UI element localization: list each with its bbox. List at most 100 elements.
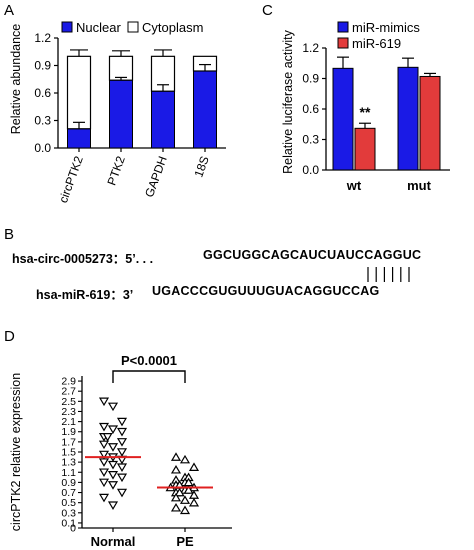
chart-d-point-1-19 <box>179 495 191 504</box>
chart-d-ytick-label-2: 0.3 <box>61 507 76 519</box>
circ-label: hsa-circ-0005273：5’. . . <box>12 252 154 266</box>
chart-d-point-0-17 <box>116 463 128 472</box>
chart-d-point-0-20 <box>116 473 128 483</box>
chart-a-bar-nuclear-1 <box>109 79 133 149</box>
chart-d-point-0-21 <box>98 478 110 488</box>
chart-a-bar-nuclear-3 <box>193 70 217 149</box>
chart-d-point-1-14 <box>183 485 194 494</box>
mir-sequence: UGACCCGUGUUUGUACAGGUCCAG <box>152 284 380 298</box>
chart-d-ytick-label-5: 0.9 <box>61 477 76 489</box>
chart-d-ytick-label-10: 1.9 <box>61 426 76 438</box>
chart-d-point-0-7 <box>102 433 113 442</box>
chart-d-ylabel: circPTK2 relative expression <box>9 373 23 531</box>
chart-d-significance-bracket <box>112 370 186 383</box>
chart-a-legend-nuclear: Nuclear <box>76 20 121 35</box>
chart-c-ytick-label-1: 0.3 <box>302 133 319 147</box>
chart-a-legend-swatch-nuclear <box>61 21 73 33</box>
chart-d-point-0-16 <box>107 460 119 470</box>
chart-c-bar-0-1 <box>397 66 419 171</box>
chart-d-point-0-24 <box>98 493 110 503</box>
chart-a-xtick-label-1: PTK2 <box>104 154 128 187</box>
chart-d-point-0-10 <box>107 443 119 452</box>
chart-d-ytick-label-14: 2.7 <box>61 386 76 398</box>
chart-d-point-0-1 <box>107 402 119 412</box>
chart-a-xtick-label-0: circPTK2 <box>56 154 86 205</box>
chart-d-point-0-2 <box>116 417 128 427</box>
chart-d-point-0-5 <box>116 427 128 437</box>
chart-d-point-1-1 <box>179 454 191 464</box>
chart-c-ylabel: Relative luciferase activity <box>281 29 295 174</box>
chart-a-xtick-label-3: 18S <box>191 154 211 179</box>
chart-c-ytick-label-2: 0.6 <box>302 102 319 116</box>
chart-d-point-0-23 <box>116 488 128 498</box>
chart-d-significance: P<0.0001 <box>121 353 177 368</box>
chart-a-bar-nuclear-2 <box>151 90 175 149</box>
chart-d-point-0-22 <box>107 481 119 490</box>
mir-label: hsa-miR-619：3’ <box>36 288 134 302</box>
chart-a-bar-nuclear-0 <box>67 128 91 149</box>
chart-c-ytick-label-4: 1.2 <box>302 41 319 55</box>
chart-d-point-1-21 <box>170 502 182 512</box>
chart-d-point-1-16 <box>174 487 185 497</box>
chart-d-ytick-label-11: 2.1 <box>61 416 76 428</box>
chart-d-point-1-20 <box>188 497 200 507</box>
chart-d-ytick-label-8: 1.5 <box>61 447 76 459</box>
chart-c-bar-1-0 <box>354 127 376 171</box>
chart-c-legend-swatch-mimics <box>337 21 349 33</box>
chart-d-point-1-0 <box>170 452 182 461</box>
chart-a-bar-cytoplasm-0 <box>66 55 92 130</box>
chart-d-point-0-12 <box>98 450 110 460</box>
chart-d-ytick-label-9: 1.7 <box>61 436 76 448</box>
chart-d-point-0-9 <box>98 440 110 450</box>
chart-a-ytick-label-1: 0.3 <box>34 114 51 128</box>
chart-d-ytick-label-12: 2.3 <box>61 406 76 418</box>
chart-d-point-0-3 <box>98 422 110 432</box>
panel-letter-b: B <box>4 226 15 243</box>
chart-d-point-0-4 <box>107 425 119 434</box>
chart-d-point-0-0 <box>98 397 110 407</box>
chart-c-legend-619: miR-619 <box>352 36 401 51</box>
chart-d-ytick-label-6: 1.1 <box>61 467 76 479</box>
chart-d-point-1-18 <box>170 492 182 502</box>
chart-d-ytick-label-3: 0.5 <box>61 497 76 509</box>
chart-d-ytick-label-7: 1.3 <box>61 457 76 469</box>
chart-c-bar-0-0 <box>332 67 354 171</box>
chart-d-xtick-label-1: PE <box>176 534 194 549</box>
chart-d-point-0-15 <box>98 458 110 467</box>
chart-d-ytick-label-13: 2.5 <box>61 396 76 408</box>
chart-d-point-0-8 <box>116 438 128 447</box>
chart-a-ytick-label-2: 0.6 <box>34 86 51 100</box>
panel-letter-a: A <box>4 2 15 19</box>
chart-a-xtick-label-2: GAPDH <box>142 154 170 199</box>
chart-a-ylabel: Relative abundance <box>9 24 23 135</box>
chart-c-ytick-label-0: 0.0 <box>302 163 319 177</box>
chart-c-annotation-0: ** <box>360 104 371 120</box>
chart-a-legend-swatch-cytoplasm <box>127 21 139 33</box>
chart-a-bar-cytoplasm-1 <box>108 55 134 81</box>
chart-c-legend-mimics: miR-mimics <box>352 20 420 35</box>
chart-a-ytick-label-0: 0.0 <box>34 141 51 155</box>
chart-d-point-0-19 <box>107 471 119 480</box>
chart-d-ytick-label-1: 0.1 <box>61 517 76 529</box>
chart-d-xtick-label-0: Normal <box>91 534 136 549</box>
chart-c-legend-swatch-619 <box>337 37 349 49</box>
panel-letter-d: D <box>4 328 15 345</box>
chart-c-ytick-label-3: 0.9 <box>302 72 319 86</box>
chart-c-xtick-label-0: wt <box>346 178 362 193</box>
chart-d-ytick-label-0: 0 <box>70 523 76 535</box>
chart-a-legend-cytoplasm: Cytoplasm <box>142 20 203 35</box>
chart-d-point-0-11 <box>116 448 128 457</box>
chart-c-xtick-label-1: mut <box>407 178 432 193</box>
chart-d-point-1-3 <box>170 464 182 474</box>
panel-letter-c: C <box>262 2 273 19</box>
chart-d-point-0-18 <box>98 468 110 478</box>
chart-d-ytick-label-15: 2.9 <box>61 376 76 388</box>
chart-d-point-0-25 <box>107 501 119 510</box>
chart-c-bar-1-1 <box>419 75 441 171</box>
chart-d-point-1-2 <box>188 462 200 471</box>
chart-d-ytick-label-4: 0.7 <box>61 487 76 499</box>
chart-a-ytick-label-3: 0.9 <box>34 59 51 73</box>
circ-sequence: GGCUGGCAGCAUCUAUCCAGGUC <box>203 248 422 262</box>
chart-a-ytick-label-4: 1.2 <box>34 31 51 45</box>
